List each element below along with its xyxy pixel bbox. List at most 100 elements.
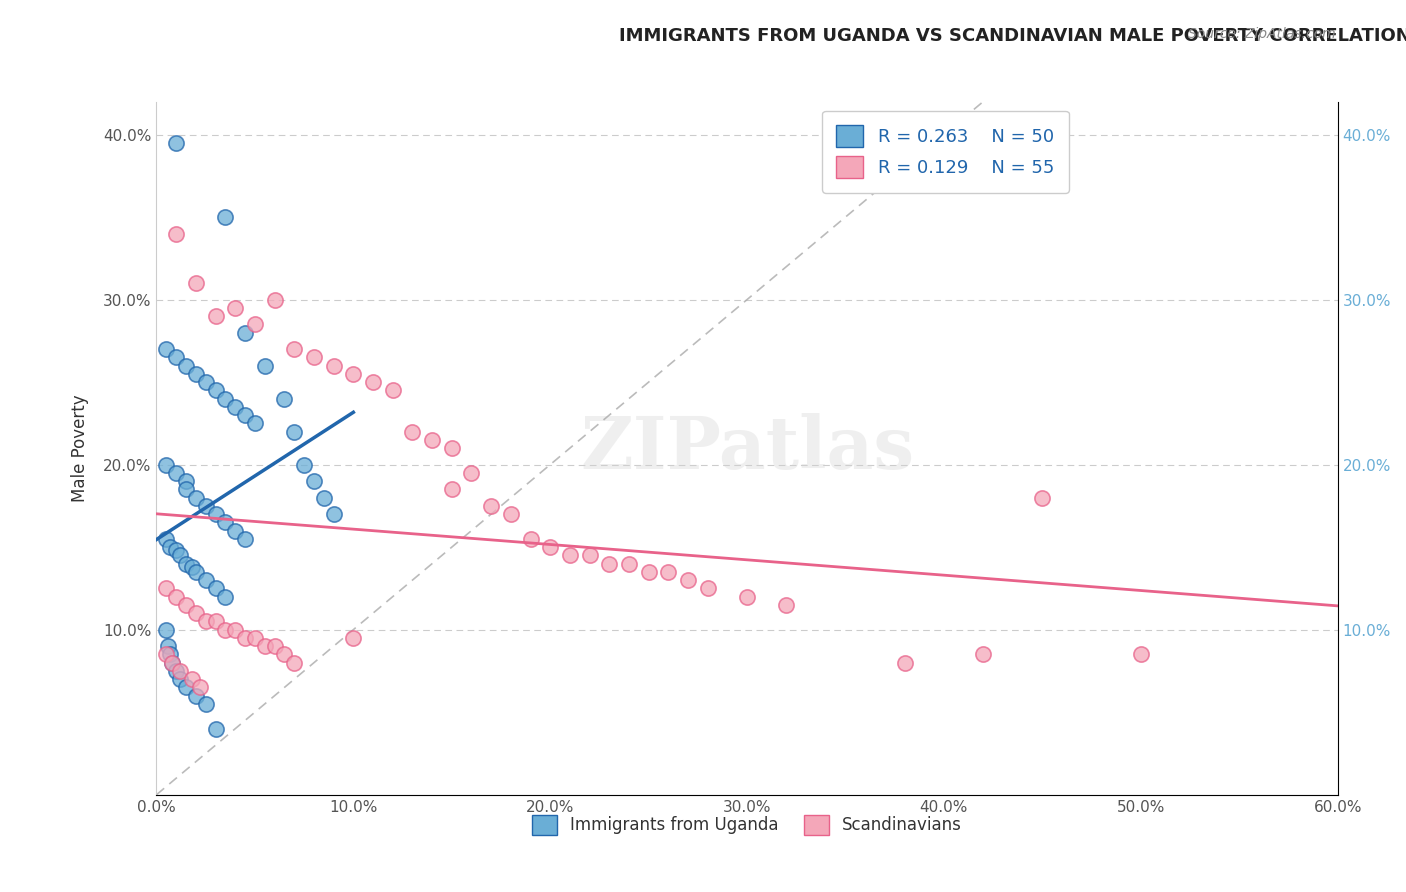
Point bbox=[155, 582, 177, 596]
Point bbox=[233, 408, 256, 422]
Text: IMMIGRANTS FROM UGANDA VS SCANDINAVIAN MALE POVERTY CORRELATION CHART: IMMIGRANTS FROM UGANDA VS SCANDINAVIAN M… bbox=[619, 27, 1406, 45]
Point bbox=[194, 615, 217, 629]
Point bbox=[181, 672, 204, 686]
Point bbox=[214, 516, 236, 530]
Point bbox=[676, 573, 699, 587]
Point bbox=[233, 532, 256, 546]
Point bbox=[214, 623, 236, 637]
Point bbox=[165, 136, 187, 150]
Point bbox=[637, 565, 659, 579]
Point bbox=[283, 342, 305, 356]
Point bbox=[214, 392, 236, 406]
Point bbox=[243, 318, 266, 332]
Point bbox=[479, 499, 502, 513]
Point bbox=[194, 697, 217, 711]
Point bbox=[420, 433, 443, 447]
Point bbox=[578, 549, 600, 563]
Point bbox=[243, 417, 266, 431]
Point bbox=[253, 359, 276, 373]
Point bbox=[440, 483, 463, 497]
Point bbox=[283, 656, 305, 670]
Point bbox=[696, 582, 718, 596]
Point bbox=[224, 623, 246, 637]
Point bbox=[155, 458, 177, 472]
Point bbox=[519, 532, 541, 546]
Point bbox=[204, 309, 226, 323]
Point bbox=[174, 359, 197, 373]
Point bbox=[499, 507, 522, 521]
Point bbox=[165, 543, 187, 558]
Point bbox=[283, 425, 305, 439]
Point bbox=[893, 656, 915, 670]
Point bbox=[273, 648, 295, 662]
Point bbox=[617, 557, 640, 571]
Point bbox=[162, 656, 184, 670]
Point bbox=[263, 293, 285, 307]
Point bbox=[174, 557, 197, 571]
Point bbox=[440, 441, 463, 455]
Point bbox=[184, 689, 207, 703]
Point bbox=[162, 656, 184, 670]
Point bbox=[194, 375, 217, 389]
Point bbox=[342, 367, 364, 381]
Point bbox=[184, 276, 207, 290]
Point bbox=[169, 549, 191, 563]
Point bbox=[204, 722, 226, 736]
Point bbox=[224, 400, 246, 414]
Point bbox=[401, 425, 423, 439]
Y-axis label: Male Poverty: Male Poverty bbox=[72, 394, 89, 502]
Point bbox=[188, 681, 211, 695]
Point bbox=[204, 582, 226, 596]
Point bbox=[657, 565, 679, 579]
Point bbox=[735, 590, 758, 604]
Point bbox=[233, 326, 256, 340]
Point bbox=[165, 664, 187, 678]
Point bbox=[204, 507, 226, 521]
Point bbox=[322, 507, 344, 521]
Point bbox=[155, 342, 177, 356]
Text: Source: ZipAtlas.com: Source: ZipAtlas.com bbox=[1188, 27, 1336, 41]
Point bbox=[165, 466, 187, 480]
Point bbox=[233, 631, 256, 645]
Point bbox=[181, 560, 204, 574]
Point bbox=[1129, 648, 1152, 662]
Point bbox=[169, 672, 191, 686]
Legend: Immigrants from Uganda, Scandinavians: Immigrants from Uganda, Scandinavians bbox=[526, 808, 969, 842]
Point bbox=[292, 458, 315, 472]
Point bbox=[598, 557, 620, 571]
Point bbox=[775, 598, 797, 612]
Point bbox=[165, 590, 187, 604]
Point bbox=[302, 474, 325, 488]
Point bbox=[157, 639, 180, 653]
Point bbox=[253, 639, 276, 653]
Point bbox=[224, 301, 246, 315]
Point bbox=[165, 351, 187, 365]
Point bbox=[184, 367, 207, 381]
Point bbox=[194, 499, 217, 513]
Point bbox=[224, 524, 246, 538]
Point bbox=[174, 681, 197, 695]
Point bbox=[322, 359, 344, 373]
Point bbox=[312, 491, 335, 505]
Point bbox=[342, 631, 364, 645]
Point bbox=[169, 664, 191, 678]
Point bbox=[174, 598, 197, 612]
Point bbox=[174, 474, 197, 488]
Point bbox=[558, 549, 581, 563]
Point bbox=[214, 210, 236, 224]
Text: ZIPatlas: ZIPatlas bbox=[581, 413, 914, 483]
Point bbox=[184, 565, 207, 579]
Point bbox=[263, 639, 285, 653]
Point bbox=[159, 540, 181, 554]
Point bbox=[155, 623, 177, 637]
Point bbox=[184, 491, 207, 505]
Point bbox=[273, 392, 295, 406]
Point bbox=[155, 532, 177, 546]
Point bbox=[174, 483, 197, 497]
Point bbox=[972, 648, 994, 662]
Point bbox=[184, 606, 207, 620]
Point bbox=[1031, 491, 1053, 505]
Point bbox=[381, 384, 404, 398]
Point bbox=[302, 351, 325, 365]
Point bbox=[165, 227, 187, 241]
